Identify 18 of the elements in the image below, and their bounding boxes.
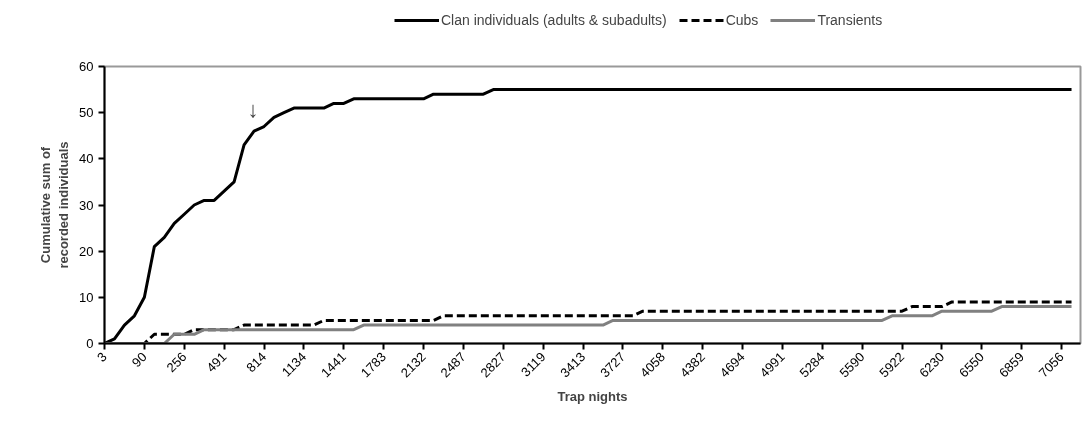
y-tick-label: 30 (79, 197, 94, 213)
y-axis-title: Cumulative sum of recorded individuals (38, 141, 72, 269)
y-tick-label: 20 (79, 243, 94, 259)
x-tick-label: 814 (243, 349, 270, 376)
y-tick-label: 50 (79, 105, 94, 121)
annotation: ↓ (247, 96, 259, 122)
y-tick-label: 40 (79, 151, 94, 167)
legend-label: Cubs (725, 12, 759, 28)
x-tick-label: 3 (94, 349, 110, 365)
x-tick-label: 491 (203, 349, 230, 376)
legend-label: Transients (817, 12, 883, 28)
y-tick-label: 0 (86, 336, 94, 351)
x-tick-label: 256 (163, 349, 190, 376)
x-axis-title: Trap nights (557, 389, 628, 405)
legend-label: Clan individuals (adults & subadults) (441, 12, 667, 28)
y-tick-label: 10 (79, 289, 94, 305)
y-tick-label: 60 (79, 59, 94, 74)
x-tick-label: 90 (128, 349, 150, 371)
